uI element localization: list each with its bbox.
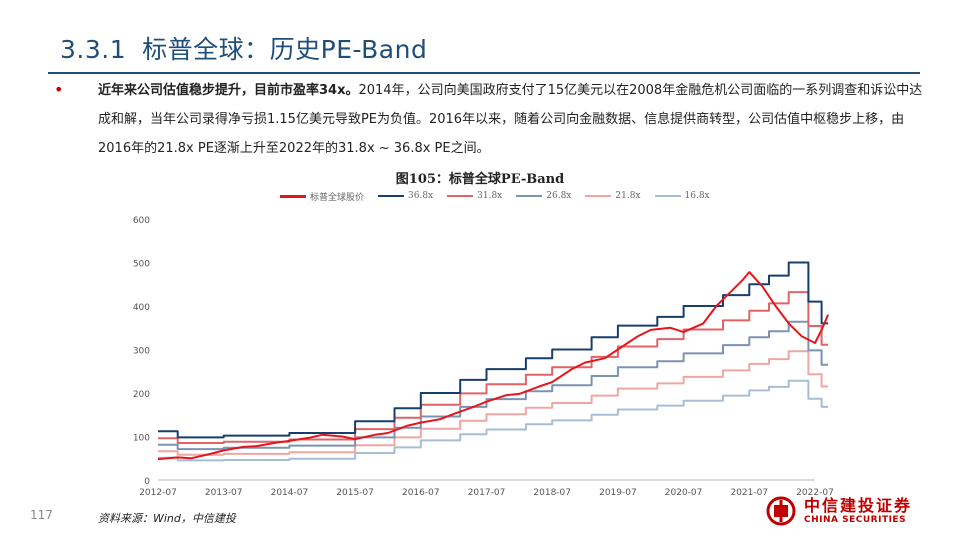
x-tick-label: 2013-07 — [205, 488, 243, 498]
legend-swatch — [447, 195, 474, 197]
legend-swatch — [378, 195, 405, 197]
legend-swatch — [280, 194, 306, 198]
legend-label: 36.8x — [408, 191, 434, 201]
y-tick-label: 100 — [133, 434, 150, 444]
y-tick-label: 0 — [144, 477, 150, 487]
title-underline — [48, 72, 920, 74]
paragraph-body: 2014年，公司向美国政府支付了15亿美元以在2008年金融危机公司面临的一系列… — [98, 83, 923, 156]
legend-item-price: 标普全球股价 — [280, 190, 364, 203]
legend-item-218: 21.8x — [585, 191, 641, 201]
legend-label: 31.8x — [477, 191, 503, 201]
y-tick-label: 600 — [133, 216, 150, 226]
section-title: 3.3.1 标普全球：历史PE-Band — [60, 30, 427, 66]
legend-item-368: 36.8x — [378, 191, 433, 201]
summary-paragraph: 近年来公司估值稳步提升，目前市盈率34x。2014年，公司向美国政府支付了15亿… — [98, 76, 928, 163]
legend-item-268: 26.8x — [516, 191, 571, 201]
logo-english: CHINA SECURITIES — [804, 515, 907, 525]
y-tick-label: 200 — [133, 390, 150, 400]
section-number: 3.3.1 — [60, 35, 127, 64]
y-tick-label: 300 — [133, 347, 150, 357]
x-tick-label: 2016-07 — [402, 488, 440, 498]
x-tick-label: 2014-07 — [271, 488, 309, 498]
legend-item-168: 16.8x — [654, 191, 710, 201]
x-tick-label: 2019-07 — [599, 488, 637, 498]
legend-label: 21.8x — [615, 191, 641, 201]
x-tick-label: 2012-07 — [139, 488, 177, 498]
paragraph-lead: 近年来公司估值稳步提升，目前市盈率34x。 — [98, 83, 359, 98]
legend-label: 26.8x — [546, 191, 572, 201]
company-logo: 中信建投证券 CHINA SECURITIES — [764, 496, 912, 526]
page-number: 117 — [30, 508, 53, 522]
x-tick-label: 2018-07 — [533, 488, 571, 498]
legend-label: 16.8x — [684, 191, 710, 201]
x-tick-label: 2020-07 — [665, 488, 703, 498]
series-line-b318 — [158, 291, 829, 444]
bullet-icon: • — [54, 80, 64, 99]
legend-label: 标普全球股价 — [310, 192, 365, 203]
figure-title: 图105：标普全球PE-Band — [395, 172, 565, 187]
series-line-b268 — [158, 320, 829, 451]
x-tick-label: 2021-07 — [730, 488, 768, 498]
x-tick-label: 2017-07 — [468, 488, 506, 498]
x-tick-label: 2022-07 — [796, 488, 834, 498]
y-tick-label: 500 — [133, 260, 150, 270]
series-line-b168 — [158, 379, 829, 462]
x-tick-label: 2015-07 — [336, 488, 374, 498]
series-line-b218 — [158, 350, 829, 456]
legend-swatch — [585, 195, 612, 197]
logo-chinese: 中信建投证券 — [804, 496, 913, 515]
y-tick-label: 400 — [133, 303, 150, 313]
legend-item-318: 31.8x — [447, 191, 502, 201]
series-line-b368 — [158, 261, 829, 439]
citic-logo-icon — [766, 496, 796, 526]
chart-legend: 标普全球股价 36.8x 31.8x 26.8x 21.8x 16.8x — [280, 189, 710, 203]
legend-swatch — [516, 195, 543, 197]
source-note: 资料来源：Wind，中信建投 — [98, 512, 236, 525]
legend-swatch — [654, 195, 681, 197]
series-line-price — [157, 271, 830, 461]
section-heading: 标普全球：历史PE-Band — [142, 35, 428, 64]
